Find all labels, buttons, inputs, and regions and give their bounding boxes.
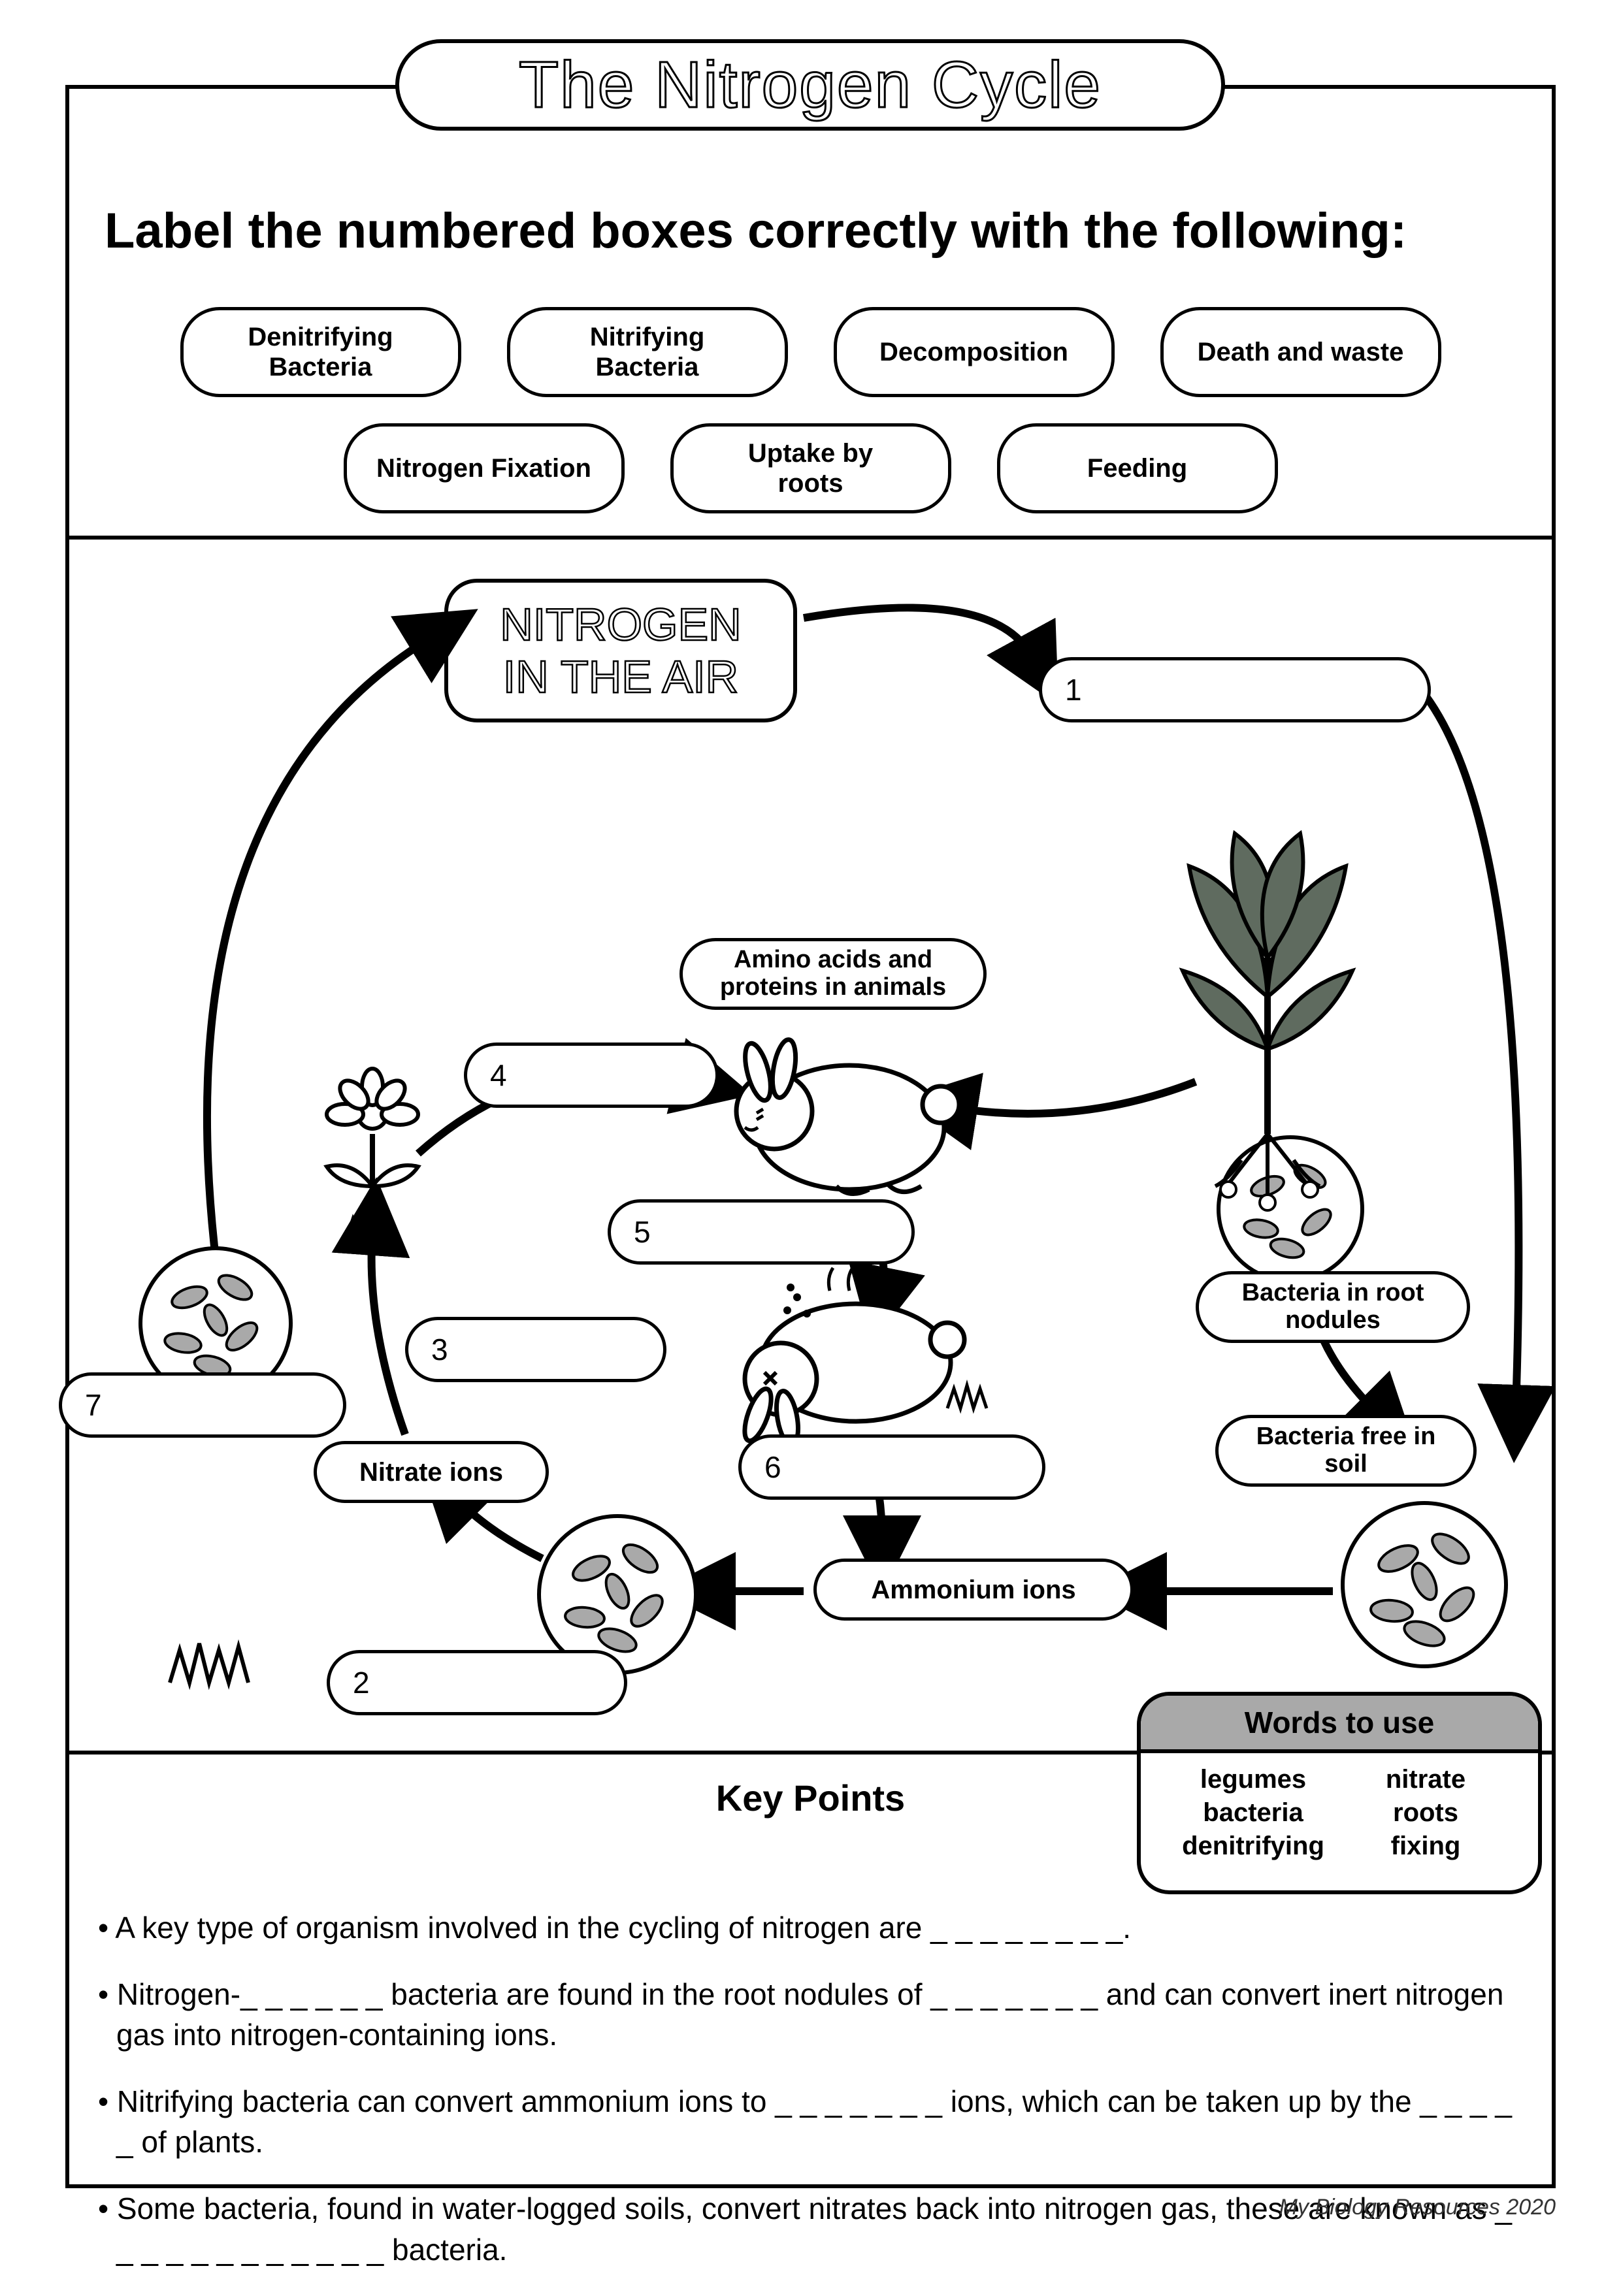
word-legumes: legumes [1167, 1765, 1339, 1794]
label-amino: Amino acids andproteins in animals [680, 938, 987, 1010]
num-2: 2 [353, 1665, 370, 1700]
nitrogen-air-line2: IN THE AIR [503, 651, 738, 703]
label-bacteria-root: Bacteria in rootnodules [1196, 1271, 1470, 1343]
num-6: 6 [764, 1449, 781, 1485]
wb-feeding: Feeding [997, 423, 1278, 513]
wb-decomposition: Decomposition [834, 307, 1115, 397]
diagram-area: NITROGEN IN THE AIR Amino acids andprote… [65, 540, 1556, 1751]
word-denitrifying: denitrifying [1167, 1832, 1339, 1861]
words-header: Words to use [1141, 1696, 1538, 1753]
nitrogen-air-line1: NITROGEN [500, 598, 741, 651]
word-bacteria: bacteria [1167, 1798, 1339, 1828]
wb-nitrifying: NitrifyingBacteria [507, 307, 788, 397]
word-fixing: fixing [1339, 1832, 1512, 1861]
wb-denitrifying: DenitrifyingBacteria [180, 307, 461, 397]
word-bank-row-1: DenitrifyingBacteria NitrifyingBacteria … [65, 307, 1556, 397]
label-bacteria-free: Bacteria free insoil [1215, 1415, 1477, 1487]
nitrogen-air-box: NITROGEN IN THE AIR [444, 579, 797, 722]
words-grid: legumes nitrate bacteria roots denitrify… [1141, 1753, 1538, 1873]
dead-rabbit-icon [740, 1268, 987, 1447]
footer-credit: My Biology Resources 2020 [1279, 2195, 1556, 2220]
instruction-text: Label the numbered boxes correctly with … [105, 202, 1522, 259]
words-to-use-box: Words to use legumes nitrate bacteria ro… [1137, 1692, 1542, 1894]
keypoints-list: • A key type of organism involved in the… [98, 1907, 1522, 2296]
answer-box-2[interactable]: 2 [327, 1650, 627, 1715]
wb-fixation: Nitrogen Fixation [344, 423, 625, 513]
bullet-1: • A key type of organism involved in the… [98, 1907, 1522, 1948]
rabbit-icon [736, 1038, 959, 1194]
answer-box-1[interactable]: 1 [1039, 657, 1431, 722]
bullet-2-text: Nitrogen-_ _ _ _ _ _ bacteria are found … [116, 1977, 1503, 2052]
answer-box-5[interactable]: 5 [608, 1199, 915, 1265]
label-ammonium: Ammonium ions [813, 1559, 1134, 1621]
bullet-3: • Nitrifying bacteria can convert ammoni… [98, 2081, 1522, 2162]
bullet-3-text: Nitrifying bacteria can convert ammonium… [116, 2084, 1512, 2159]
num-7: 7 [85, 1387, 102, 1423]
word-nitrate: nitrate [1339, 1765, 1512, 1794]
bullet-1-text: A key type of organism involved in the c… [115, 1911, 1131, 1945]
num-5: 5 [634, 1214, 651, 1250]
title-pill: The Nitrogen Cycle [395, 39, 1225, 131]
wb-death-waste: Death and waste [1160, 307, 1441, 397]
answer-box-3[interactable]: 3 [405, 1317, 666, 1382]
bullet-2: • Nitrogen-_ _ _ _ _ _ bacteria are foun… [98, 1974, 1522, 2055]
num-4: 4 [490, 1058, 507, 1093]
word-bank-row-2: Nitrogen Fixation Uptake byroots Feeding [65, 423, 1556, 513]
num-1: 1 [1065, 672, 1082, 707]
word-roots: roots [1339, 1798, 1512, 1828]
answer-box-7[interactable]: 7 [59, 1372, 346, 1438]
answer-box-4[interactable]: 4 [464, 1043, 719, 1108]
word-bank: DenitrifyingBacteria NitrifyingBacteria … [65, 281, 1556, 536]
page-title: The Nitrogen Cycle [519, 48, 1102, 123]
flower-icon [327, 1069, 418, 1238]
label-nitrate: Nitrate ions [314, 1441, 549, 1503]
wb-uptake: Uptake byroots [670, 423, 951, 513]
num-3: 3 [431, 1332, 448, 1367]
answer-box-6[interactable]: 6 [738, 1434, 1045, 1500]
